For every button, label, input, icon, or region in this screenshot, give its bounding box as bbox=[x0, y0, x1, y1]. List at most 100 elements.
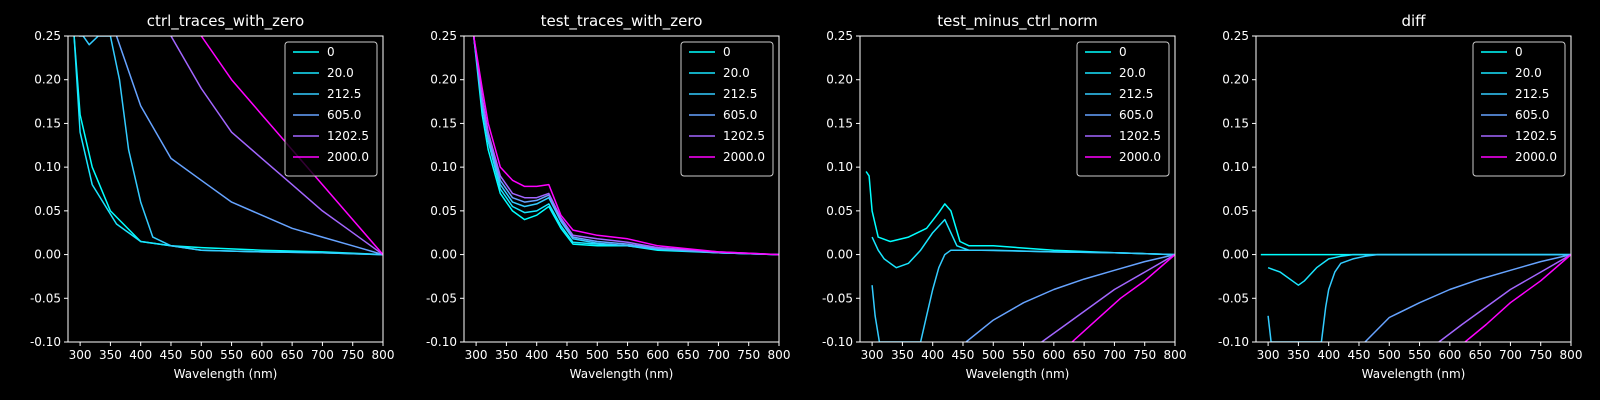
y-tick-label: -0.05 bbox=[30, 291, 61, 305]
series-line-4 bbox=[472, 36, 779, 256]
series-line-4 bbox=[1041, 253, 1175, 342]
x-tick-label: 300 bbox=[69, 348, 92, 362]
y-tick-label: 0.20 bbox=[826, 73, 853, 87]
legend-label-2: 212.5 bbox=[1119, 87, 1153, 101]
legend-box bbox=[284, 41, 378, 177]
x-tick-label: 600 bbox=[1042, 348, 1065, 362]
x-tick-label: 400 bbox=[525, 348, 548, 362]
legend: 0 20.0 212.5 605.0 1202.5 2000.0 bbox=[1076, 41, 1170, 177]
series-group bbox=[865, 171, 1175, 342]
y-tick-label: 0.00 bbox=[430, 248, 457, 262]
x-tick-label: 500 bbox=[190, 348, 213, 362]
legend-label-1: 20.0 bbox=[1119, 66, 1146, 80]
x-tick-label: 350 bbox=[1287, 348, 1310, 362]
y-tick-label: 0.20 bbox=[34, 73, 61, 87]
legend-box bbox=[1076, 41, 1170, 177]
legend-label-5: 2000.0 bbox=[1515, 150, 1557, 164]
legend-label-4: 1202.5 bbox=[1515, 129, 1557, 143]
series-line-5 bbox=[472, 36, 779, 256]
x-tick-label: 350 bbox=[99, 348, 122, 362]
x-tick-label: 500 bbox=[586, 348, 609, 362]
axes-frame bbox=[67, 35, 384, 343]
chart-title: diff bbox=[1401, 12, 1426, 30]
legend-label-5: 2000.0 bbox=[1119, 150, 1161, 164]
y-tick-label: -0.05 bbox=[822, 291, 853, 305]
legend-label-1: 20.0 bbox=[327, 66, 354, 80]
x-axis-label: Wavelength (nm) bbox=[1362, 367, 1466, 381]
series-line-3 bbox=[965, 253, 1175, 342]
y-tick-label: 0.25 bbox=[34, 29, 61, 43]
x-axis-label: Wavelength (nm) bbox=[570, 367, 674, 381]
y-tick-label: 0.10 bbox=[1222, 160, 1249, 174]
y-tick-label: 0.05 bbox=[430, 204, 457, 218]
x-tick-label: 650 bbox=[677, 348, 700, 362]
series-line-3 bbox=[472, 36, 779, 256]
y-tick-label: -0.10 bbox=[30, 335, 61, 349]
x-tick-label: 300 bbox=[1257, 348, 1280, 362]
x-tick-label: 800 bbox=[1560, 348, 1583, 362]
series-line-2 bbox=[1267, 253, 1571, 342]
legend-label-0: 0 bbox=[327, 45, 335, 59]
y-tick-label: 0.25 bbox=[826, 29, 853, 43]
chart-title: test_traces_with_zero bbox=[541, 12, 703, 31]
y-tick-label: 0.15 bbox=[34, 116, 61, 130]
x-tick-label: 300 bbox=[861, 348, 884, 362]
legend-label-5: 2000.0 bbox=[327, 150, 369, 164]
legend: 0 20.0 212.5 605.0 1202.5 2000.0 bbox=[284, 41, 378, 177]
x-tick-label: 350 bbox=[891, 348, 914, 362]
y-tick-label: 0.10 bbox=[826, 160, 853, 174]
legend-label-0: 0 bbox=[723, 45, 731, 59]
legend: 0 20.0 212.5 605.0 1202.5 2000.0 bbox=[1472, 41, 1566, 177]
legend-label-3: 605.0 bbox=[723, 108, 757, 122]
x-tick-label: 300 bbox=[465, 348, 488, 362]
x-tick-label: 750 bbox=[737, 348, 760, 362]
series-line-3 bbox=[1364, 253, 1571, 342]
x-axis-label: Wavelength (nm) bbox=[174, 367, 278, 381]
x-tick-label: 500 bbox=[1378, 348, 1401, 362]
legend: 0 20.0 212.5 605.0 1202.5 2000.0 bbox=[680, 41, 774, 177]
x-tick-label: 450 bbox=[952, 348, 975, 362]
chart-panel-2: test_minus_ctrl_norm 300 350 400 450 500 550 60… bbox=[822, 12, 1187, 381]
x-tick-label: 550 bbox=[616, 348, 639, 362]
y-tick-label: -0.10 bbox=[426, 335, 457, 349]
chart-title: ctrl_traces_with_zero bbox=[147, 12, 304, 31]
legend-label-3: 605.0 bbox=[327, 108, 361, 122]
y-tick-label: 0.25 bbox=[1222, 29, 1249, 43]
x-tick-label: 600 bbox=[1438, 348, 1461, 362]
x-tick-label: 350 bbox=[495, 348, 518, 362]
legend-label-2: 212.5 bbox=[327, 87, 361, 101]
x-tick-label: 600 bbox=[250, 348, 273, 362]
series-line-3 bbox=[115, 36, 383, 256]
y-tick-label: 0.05 bbox=[1222, 204, 1249, 218]
axes-frame bbox=[859, 35, 1176, 343]
y-tick-label: -0.10 bbox=[822, 335, 853, 349]
series-line-5 bbox=[1464, 254, 1571, 342]
y-tick-label: 0.00 bbox=[826, 248, 853, 262]
y-tick-label: 0.20 bbox=[430, 73, 457, 87]
x-axis-label: Wavelength (nm) bbox=[966, 367, 1070, 381]
x-tick-label: 800 bbox=[372, 348, 395, 362]
x-tick-label: 750 bbox=[1529, 348, 1552, 362]
series-line-4 bbox=[1438, 253, 1571, 342]
x-tick-label: 400 bbox=[921, 348, 944, 362]
y-tick-label: 0.15 bbox=[826, 116, 853, 130]
legend-label-2: 212.5 bbox=[1515, 87, 1549, 101]
series-line-2 bbox=[871, 249, 1175, 342]
x-tick-label: 750 bbox=[1133, 348, 1156, 362]
legend-label-4: 1202.5 bbox=[327, 129, 369, 143]
series-line-2 bbox=[78, 36, 383, 256]
series-line-1 bbox=[871, 218, 1175, 269]
x-tick-label: 650 bbox=[1073, 348, 1096, 362]
legend-label-2: 212.5 bbox=[723, 87, 757, 101]
legend-label-0: 0 bbox=[1119, 45, 1127, 59]
series-line-4 bbox=[170, 36, 383, 256]
chart-panel-3: diff 300 350 400 450 500 550 600 650 700 750 800 -0.… bbox=[1218, 12, 1583, 381]
x-tick-label: 700 bbox=[1103, 348, 1126, 362]
axes-frame bbox=[1255, 35, 1572, 343]
x-tick-label: 650 bbox=[1469, 348, 1492, 362]
x-tick-label: 750 bbox=[341, 348, 364, 362]
legend-label-1: 20.0 bbox=[723, 66, 750, 80]
legend-box bbox=[1472, 41, 1566, 177]
legend-label-3: 605.0 bbox=[1119, 108, 1153, 122]
